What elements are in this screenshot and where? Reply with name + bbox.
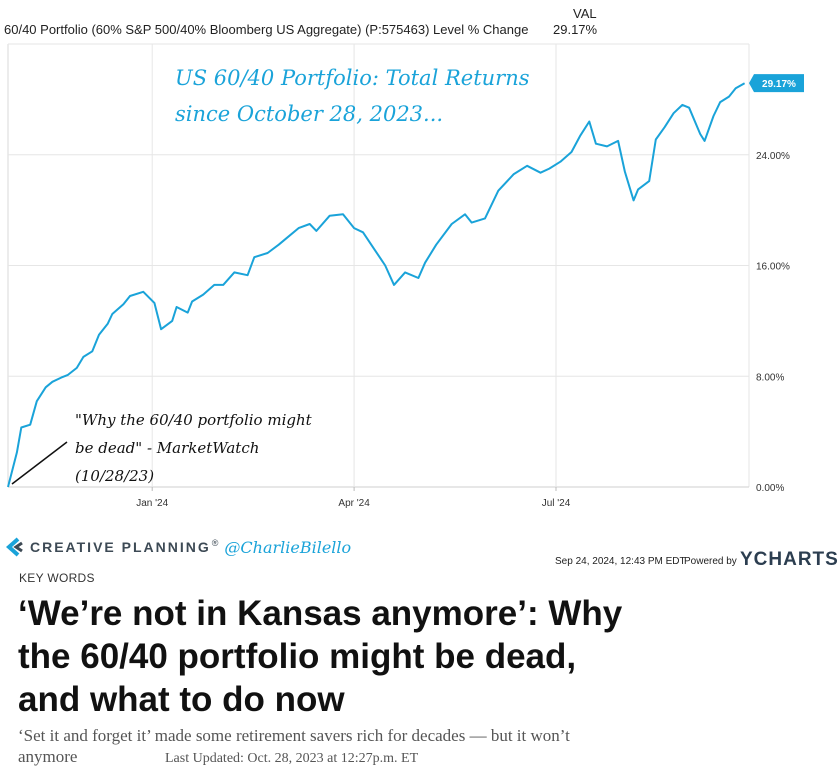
x-tick-label: Apr '24: [338, 498, 370, 509]
chart-title-line-1: US 60/40 Portfolio: Total Returns: [175, 66, 530, 90]
x-tick-label: Jan '24: [136, 498, 168, 509]
timestamp: Sep 24, 2024, 12:43 PM EDT: [555, 556, 686, 567]
x-tick-label: Jul '24: [542, 498, 571, 509]
annotation-note-line-1: "Why the 60/40 portfolio might: [75, 411, 312, 429]
series-label: 60/40 Portfolio (60% S&P 500/40% Bloombe…: [4, 22, 529, 37]
registered-mark: ®: [211, 538, 219, 548]
y-tick-label: 8.00%: [756, 372, 784, 383]
y-tick-label: 0.00%: [756, 483, 784, 494]
article-headline[interactable]: ‘We’re not in Kansas anymore’: Why the 6…: [18, 594, 623, 719]
series-line-60-40: [7, 82, 746, 488]
creative-planning-logo-icon: [6, 537, 23, 557]
end-value-flag: [749, 74, 804, 93]
annotation-pointer-line: [11, 441, 68, 485]
y-tick-label: 16.00%: [756, 262, 790, 273]
article-dek: ‘Set it and forget it’ made some retirem…: [18, 726, 570, 766]
annotation-note-line-3: (10/28/23): [75, 467, 155, 485]
chart-title-line-2: since October 28, 2023...: [175, 102, 444, 126]
y-tick-label: 24.00%: [756, 151, 790, 162]
article-kicker: KEY WORDS: [19, 571, 95, 585]
ycharts-logo: YCHARTS: [740, 549, 838, 571]
val-heading: VAL: [573, 6, 597, 21]
val-value: 29.17%: [553, 22, 598, 37]
annotation-note-line-2: be dead" - MarketWatch: [75, 439, 260, 457]
powered-by: Powered by: [684, 556, 737, 567]
article-last-updated: Last Updated: Oct. 28, 2023 at 12:27p.m.…: [165, 751, 419, 766]
chart: 0.00% 8.00% 16.00% 24.00% Jan '24 Apr '24 Jul …: [7, 43, 804, 509]
twitter-handle: @CharlieBilello: [224, 537, 352, 557]
ycharts-wordmark: YCHARTS: [740, 549, 838, 570]
company-name: CREATIVE PLANNING: [30, 539, 211, 555]
brand-block: CREATIVE PLANNING ® @CharlieBilello: [6, 537, 351, 557]
end-value-label: 29.17%: [762, 79, 796, 90]
